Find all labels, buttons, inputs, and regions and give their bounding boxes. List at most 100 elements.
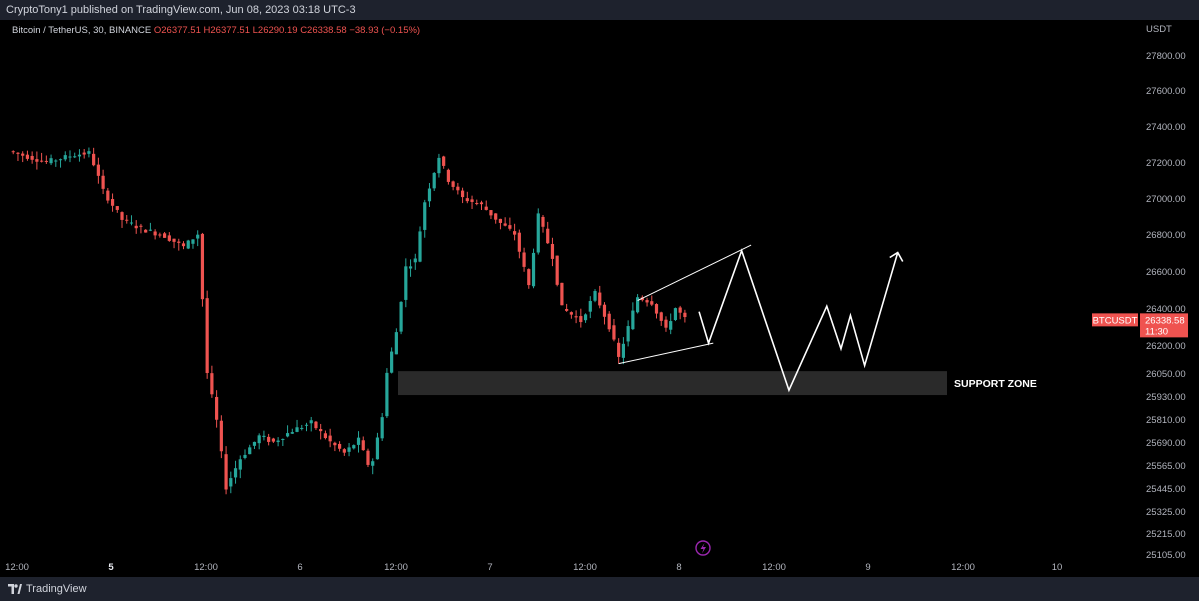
candle [446,168,450,185]
candle [309,416,313,432]
candle [375,432,380,460]
candle [508,217,512,231]
y-tick-label: 26600.00 [1146,267,1186,278]
top-bar: CryptoTony1 published on TradingView.com… [0,0,1199,20]
candle [134,220,138,234]
y-tick-label: 25215.00 [1146,529,1186,540]
y-tick-label: 25105.00 [1146,550,1186,561]
footer-brand[interactable]: TradingView [26,583,87,595]
arrow-head [889,251,904,262]
candle [92,147,96,167]
candle [68,150,72,163]
candle [356,431,361,453]
countdown: 11:30 [1145,326,1168,337]
candle [484,200,488,211]
candle [536,208,540,255]
y-tick-label: 27400.00 [1146,122,1186,133]
candle [560,282,564,306]
candle [361,436,365,451]
lightning-icon[interactable] [695,540,711,556]
candle [347,443,351,457]
x-tick-label: 12:00 [5,562,29,573]
candle [659,311,663,326]
y-tick-label: 26050.00 [1146,369,1186,380]
last-price: 26338.58 [1145,315,1185,326]
candle [96,157,100,184]
candle [503,217,507,227]
candle [498,218,503,230]
candle [257,433,261,450]
candle [541,214,545,233]
candle [612,318,616,342]
support-zone: SUPPORT ZONE [398,371,1037,396]
candle [153,229,157,240]
candle [621,337,625,365]
price-chart[interactable]: SUPPORT ZONE 27800.00 27600.00 27400.00 272… [0,20,1199,577]
x-axis: 12:00 5 12:00 6 12:00 7 12:00 8 12:00 9 12:00 10 [5,562,1062,573]
y-tick-label: 27200.00 [1146,158,1186,169]
trend-line[interactable] [618,342,714,365]
candle [200,232,205,307]
x-tick-label: 12:00 [194,562,218,573]
x-tick-label: 5 [108,562,114,573]
candle [598,285,602,309]
candle [333,441,337,452]
y-tick-label: 25445.00 [1146,484,1186,495]
y-tick-label: 25930.00 [1146,392,1186,403]
legend: Bitcoin / TetherUS, 30, BINANCE O26377.5… [12,25,420,36]
candle [456,182,460,195]
candle [565,303,569,312]
candle [437,153,441,178]
candle [479,200,484,211]
candle [300,424,304,431]
candle [550,237,555,267]
candle [460,187,465,204]
candle [371,458,375,475]
candle [210,365,214,398]
candle [304,422,309,432]
currency-label: USDT [1146,24,1172,35]
candle [489,210,493,220]
tradingview-logo-icon[interactable] [8,583,22,595]
candle [233,460,238,484]
candle [295,419,299,433]
projection-path[interactable] [698,248,899,393]
candle [267,433,271,446]
candle [11,150,15,155]
candle [654,303,659,319]
x-tick-label: 10 [1052,562,1063,573]
candle [669,313,673,335]
candle [243,449,247,460]
candle [271,437,275,443]
candle [30,151,34,164]
x-tick-label: 12:00 [384,562,408,573]
candle [77,149,82,162]
candle [63,151,67,162]
candle [54,159,58,167]
candle [252,441,257,450]
candle [129,215,134,226]
candle [602,302,607,325]
candle [574,310,578,324]
x-tick-label: 12:00 [573,562,597,573]
candle [607,311,611,332]
candle [531,248,536,289]
candle [423,199,427,238]
candle [451,180,455,191]
candles [11,147,687,495]
candle [319,423,323,440]
candle [144,229,148,233]
candle [215,390,219,428]
candle [579,308,583,328]
candle [21,151,25,163]
trend-line[interactable] [637,244,752,302]
candle [40,152,44,163]
candle [25,150,30,161]
candle [276,437,280,447]
ticker-badge [1092,313,1138,327]
candle [673,307,678,322]
candle [546,221,550,244]
candle [101,169,105,195]
candle [442,155,446,169]
